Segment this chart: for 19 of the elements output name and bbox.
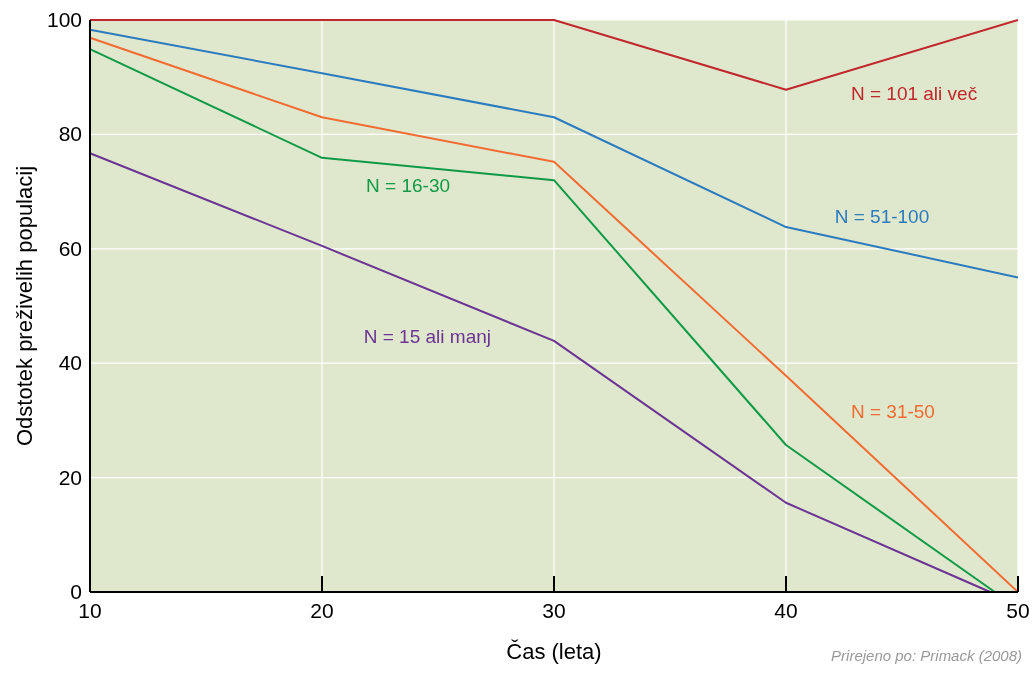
y-tick-label: 60 (58, 236, 82, 260)
line-series (89, 152, 992, 593)
y-tick-label: 100 (46, 8, 82, 31)
x-axis-title: Čas (leta) (506, 639, 602, 664)
y-axis-title: Odstotek preživelih populacij (12, 165, 37, 447)
series-label: N = 101 ali več (850, 83, 978, 105)
line-series (89, 28, 1019, 279)
series-label: N = 16-30 (366, 174, 451, 196)
x-tick-label: 40 (774, 599, 798, 622)
series-label: N = 31-50 (850, 400, 935, 422)
series-label: N = 51-100 (834, 206, 930, 228)
x-tick-label: 50 (1006, 599, 1030, 622)
text: Prirejeno po: Primack (2008) (831, 647, 1022, 664)
series-label: N = 15 ali manj (363, 326, 492, 348)
y-tick-label: 40 (58, 351, 82, 375)
y-tick-label: 80 (58, 122, 82, 146)
x-tick-label: 30 (542, 599, 566, 622)
y-tick-label: 20 (58, 465, 82, 489)
x-tick-label: 20 (310, 599, 334, 622)
